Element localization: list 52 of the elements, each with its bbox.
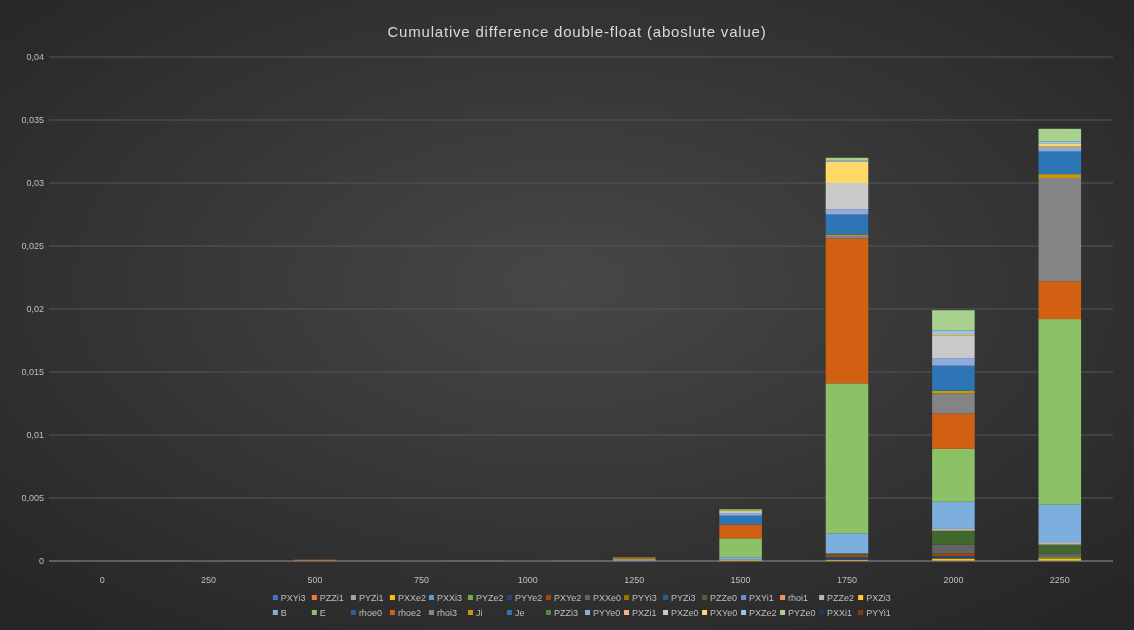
legend-label: PXYe0 bbox=[710, 608, 738, 618]
legend-label: PXXi1 bbox=[827, 608, 853, 618]
y-tick-label: 0,015 bbox=[21, 367, 44, 377]
legend-label: PXXe2 bbox=[397, 593, 426, 603]
y-tick-label: 0 bbox=[38, 556, 44, 566]
x-tick-label: 1250 bbox=[624, 575, 645, 585]
legend-label: PYYe2 bbox=[514, 593, 543, 603]
legend-label: PZZe2 bbox=[827, 593, 855, 603]
legend-label: PZZi3 bbox=[553, 608, 578, 618]
legend-label: PXYe2 bbox=[553, 593, 582, 603]
legend-label: PXYi3 bbox=[280, 593, 306, 603]
legend-label: PXXe0 bbox=[593, 593, 622, 603]
legend-label: PYZe2 bbox=[475, 593, 504, 603]
y-tick-label: 0,035 bbox=[21, 115, 44, 125]
y-tick-label: 0,04 bbox=[26, 52, 44, 62]
x-tick-label: 0 bbox=[99, 575, 105, 585]
legend-label: PYZi3 bbox=[671, 593, 696, 603]
legend-label: B bbox=[280, 608, 287, 618]
chart-title: Cumulative difference double-float (aboslute value) bbox=[387, 23, 767, 40]
x-tick-label: 750 bbox=[413, 575, 429, 585]
x-tick-label: 2250 bbox=[1049, 575, 1070, 585]
y-tick-label: 0,005 bbox=[21, 493, 44, 503]
legend-label: Je bbox=[514, 608, 525, 618]
legend-label: PXXi3 bbox=[436, 593, 462, 603]
legend-label: rhoe2 bbox=[397, 608, 421, 618]
y-tick-label: 0,03 bbox=[26, 178, 44, 188]
legend-label: PXZe2 bbox=[749, 608, 777, 618]
x-tick-label: 250 bbox=[201, 575, 217, 585]
legend-label: Ji bbox=[475, 608, 483, 618]
y-tick-label: 0,025 bbox=[21, 241, 44, 251]
legend-label: PYZe0 bbox=[788, 608, 816, 618]
legend-label: rhoe0 bbox=[358, 608, 382, 618]
x-tick-label: 2000 bbox=[943, 575, 964, 585]
legend-label: PXZi1 bbox=[632, 608, 657, 618]
x-tick-label: 1750 bbox=[836, 575, 858, 585]
legend-label: rhoi3 bbox=[436, 608, 457, 618]
x-tick-label: 500 bbox=[307, 575, 323, 585]
legend-label: E bbox=[319, 608, 326, 618]
legend-label: PXZi3 bbox=[866, 593, 891, 603]
legend-label: PZZe0 bbox=[710, 593, 738, 603]
legend-label: rhoi1 bbox=[788, 593, 809, 603]
legend-label: PYYi3 bbox=[632, 593, 657, 603]
legend-label: PXYi1 bbox=[749, 593, 774, 603]
y-tick-label: 0,02 bbox=[26, 304, 44, 314]
legend-label: PYZi1 bbox=[358, 593, 384, 603]
legend-label: PYYi1 bbox=[866, 608, 891, 618]
x-tick-label: 1000 bbox=[517, 575, 538, 585]
legend-label: PZZi1 bbox=[319, 593, 344, 603]
y-tick-label: 0,01 bbox=[26, 430, 44, 440]
legend-label: PXZe0 bbox=[671, 608, 699, 618]
x-tick-label: 1500 bbox=[730, 575, 751, 585]
legend-label: PYYe0 bbox=[593, 608, 621, 618]
